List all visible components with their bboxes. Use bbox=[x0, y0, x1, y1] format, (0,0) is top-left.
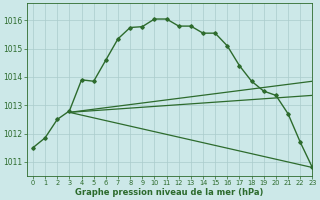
X-axis label: Graphe pression niveau de la mer (hPa): Graphe pression niveau de la mer (hPa) bbox=[76, 188, 264, 197]
